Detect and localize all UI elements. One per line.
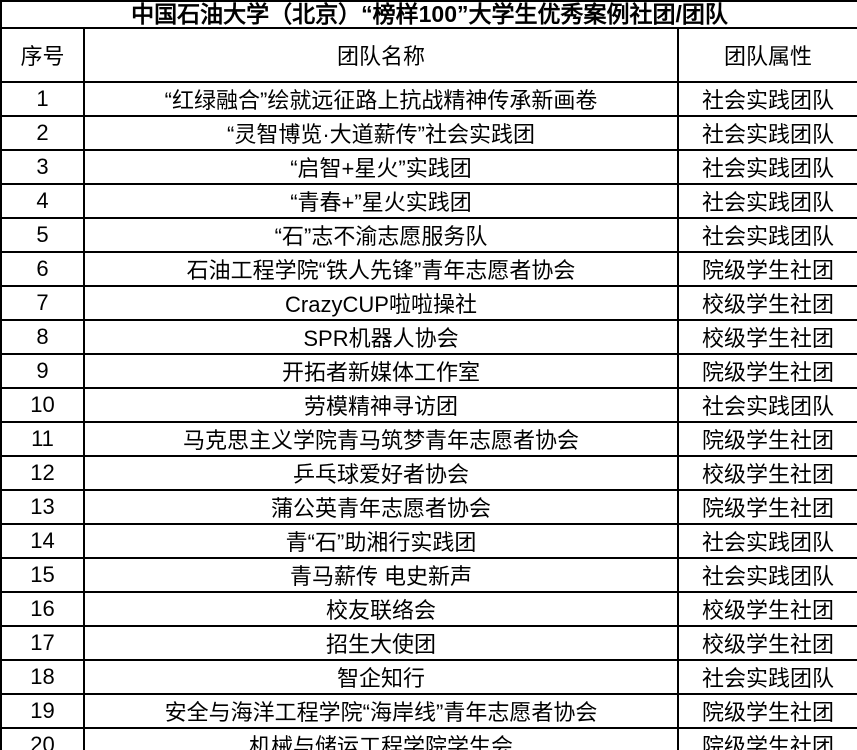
cell-team-name: 青马薪传 电史新声 — [83, 557, 679, 594]
cell-team-name: 智企知行 — [83, 659, 679, 696]
table-row: 3 “启智+星火”实践团 社会实践团队 — [0, 149, 857, 186]
cell-team-name: 马克思主义学院青马筑梦青年志愿者协会 — [83, 421, 679, 458]
cell-team-name: 机械与储运工程学院学生会 — [83, 727, 679, 750]
column-header-team-type: 团队属性 — [677, 27, 857, 84]
cell-team-type: 校级学生社团 — [677, 285, 857, 322]
cell-team-type: 院级学生社团 — [677, 251, 857, 288]
cell-team-name: 蒲公英青年志愿者协会 — [83, 489, 679, 526]
table-row: 6 石油工程学院“铁人先锋”青年志愿者协会 院级学生社团 — [0, 251, 857, 288]
cell-row-number: 16 — [0, 591, 85, 628]
table-row: 10 劳模精神寻访团 社会实践团队 — [0, 387, 857, 424]
cell-team-type: 社会实践团队 — [677, 81, 857, 118]
cell-team-name: 校友联络会 — [83, 591, 679, 628]
cell-row-number: 6 — [0, 251, 85, 288]
table-row: 4 “青春+”星火实践团 社会实践团队 — [0, 183, 857, 220]
table-row: 1 “红绿融合”绘就远征路上抗战精神传承新画卷 社会实践团队 — [0, 81, 857, 118]
table-row: 2 “灵智博览·大道薪传”社会实践团 社会实践团队 — [0, 115, 857, 152]
cell-team-name: “启智+星火”实践团 — [83, 149, 679, 186]
cell-team-name: SPR机器人协会 — [83, 319, 679, 356]
cell-row-number: 18 — [0, 659, 85, 696]
cell-team-type: 校级学生社团 — [677, 319, 857, 356]
table-row: 13 蒲公英青年志愿者协会 院级学生社团 — [0, 489, 857, 526]
table-row: 18 智企知行 社会实践团队 — [0, 659, 857, 696]
cell-row-number: 5 — [0, 217, 85, 254]
cell-row-number: 3 — [0, 149, 85, 186]
table-row: 16 校友联络会 校级学生社团 — [0, 591, 857, 628]
cell-row-number: 13 — [0, 489, 85, 526]
table-title: 中国石油大学（北京）“榜样100”大学生优秀案例社团/团队 — [0, 0, 857, 30]
table-title-row: 中国石油大学（北京）“榜样100”大学生优秀案例社团/团队 — [0, 0, 857, 30]
cell-team-type: 院级学生社团 — [677, 353, 857, 390]
cell-team-name: 乒乓球爱好者协会 — [83, 455, 679, 492]
cell-row-number: 4 — [0, 183, 85, 220]
cell-team-name: “石”志不渝志愿服务队 — [83, 217, 679, 254]
cell-row-number: 1 — [0, 81, 85, 118]
cell-team-type: 院级学生社团 — [677, 727, 857, 750]
cell-team-name: CrazyCUP啦啦操社 — [83, 285, 679, 322]
cell-row-number: 2 — [0, 115, 85, 152]
table-row: 11 马克思主义学院青马筑梦青年志愿者协会 院级学生社团 — [0, 421, 857, 458]
cell-team-type: 校级学生社团 — [677, 625, 857, 662]
cell-team-type: 社会实践团队 — [677, 115, 857, 152]
cell-team-type: 社会实践团队 — [677, 523, 857, 560]
column-header-no: 序号 — [0, 27, 85, 84]
cell-team-type: 院级学生社团 — [677, 489, 857, 526]
cell-team-type: 社会实践团队 — [677, 149, 857, 186]
cell-row-number: 20 — [0, 727, 85, 750]
cell-row-number: 9 — [0, 353, 85, 390]
cell-team-type: 社会实践团队 — [677, 387, 857, 424]
table-row: 14 青“石”助湘行实践团 社会实践团队 — [0, 523, 857, 560]
cell-team-name: 招生大使团 — [83, 625, 679, 662]
cell-row-number: 11 — [0, 421, 85, 458]
cell-row-number: 12 — [0, 455, 85, 492]
cell-team-name: “灵智博览·大道薪传”社会实践团 — [83, 115, 679, 152]
table-body: 1 “红绿融合”绘就远征路上抗战精神传承新画卷 社会实践团队 2 “灵智博览·大道薪传”… — [0, 81, 857, 750]
cell-team-type: 社会实践团队 — [677, 659, 857, 696]
cell-team-name: “红绿融合”绘就远征路上抗战精神传承新画卷 — [83, 81, 679, 118]
cell-team-name: “青春+”星火实践团 — [83, 183, 679, 220]
cell-team-type: 院级学生社团 — [677, 693, 857, 730]
cell-row-number: 10 — [0, 387, 85, 424]
cell-row-number: 19 — [0, 693, 85, 730]
table-row: 19 安全与海洋工程学院“海岸线”青年志愿者协会 院级学生社团 — [0, 693, 857, 730]
cell-team-type: 校级学生社团 — [677, 455, 857, 492]
table-row: 5 “石”志不渝志愿服务队 社会实践团队 — [0, 217, 857, 254]
cell-row-number: 8 — [0, 319, 85, 356]
cell-row-number: 14 — [0, 523, 85, 560]
table-row: 9 开拓者新媒体工作室 院级学生社团 — [0, 353, 857, 390]
cell-team-type: 社会实践团队 — [677, 557, 857, 594]
cell-row-number: 17 — [0, 625, 85, 662]
table-row: 20 机械与储运工程学院学生会 院级学生社团 — [0, 727, 857, 750]
table-row: 15 青马薪传 电史新声 社会实践团队 — [0, 557, 857, 594]
table-row: 8 SPR机器人协会 校级学生社团 — [0, 319, 857, 356]
cell-team-name: 石油工程学院“铁人先锋”青年志愿者协会 — [83, 251, 679, 288]
cell-team-type: 院级学生社团 — [677, 421, 857, 458]
cell-row-number: 15 — [0, 557, 85, 594]
cell-team-type: 校级学生社团 — [677, 591, 857, 628]
cell-team-name: 劳模精神寻访团 — [83, 387, 679, 424]
cell-team-name: 安全与海洋工程学院“海岸线”青年志愿者协会 — [83, 693, 679, 730]
cell-row-number: 7 — [0, 285, 85, 322]
table-row: 7 CrazyCUP啦啦操社 校级学生社团 — [0, 285, 857, 322]
table-header-row: 序号 团队名称 团队属性 — [0, 27, 857, 84]
table-row: 17 招生大使团 校级学生社团 — [0, 625, 857, 662]
table-row: 12 乒乓球爱好者协会 校级学生社团 — [0, 455, 857, 492]
cell-team-name: 开拓者新媒体工作室 — [83, 353, 679, 390]
cell-team-name: 青“石”助湘行实践团 — [83, 523, 679, 560]
cell-team-type: 社会实践团队 — [677, 217, 857, 254]
cell-team-type: 社会实践团队 — [677, 183, 857, 220]
column-header-team-name: 团队名称 — [83, 27, 679, 84]
